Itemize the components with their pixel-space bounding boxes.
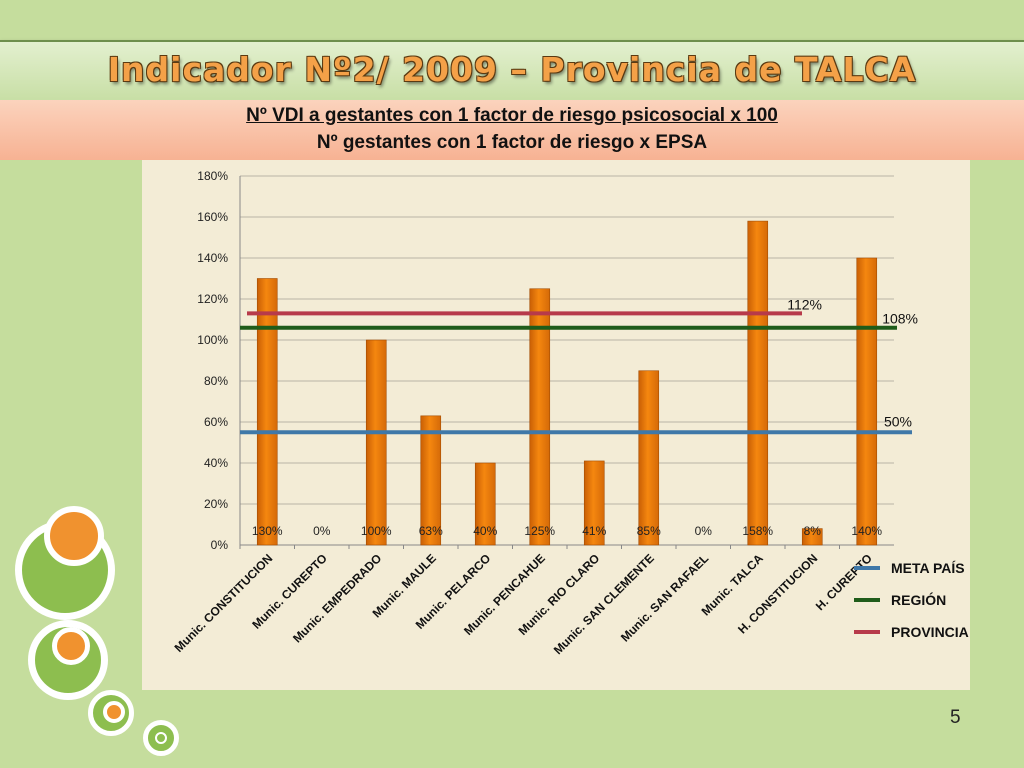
slide-title: Indicador Nº2/ 2009 – Provincia de TALCA — [107, 50, 917, 89]
bar — [638, 370, 660, 546]
y-tick-label: 160% — [197, 210, 228, 224]
y-tick-label: 0% — [211, 538, 229, 552]
reference-line-label: 112% — [787, 296, 822, 312]
value-label: 8% — [804, 524, 822, 538]
value-label: 0% — [313, 524, 331, 538]
y-tick-label: 120% — [197, 292, 228, 306]
bar — [856, 257, 878, 546]
value-label: 40% — [473, 524, 497, 538]
formula-box: Nº VDI a gestantes con 1 factor de riesg… — [0, 100, 1024, 160]
reference-line-label: 108% — [882, 311, 918, 327]
value-label: 41% — [582, 524, 606, 538]
page-number: 5 — [950, 707, 961, 728]
y-tick-label: 100% — [197, 333, 228, 347]
y-tick-label: 20% — [204, 497, 228, 511]
category-label: Munic. SAN CLEMENTE — [551, 551, 657, 657]
reference-line-label: 50% — [884, 413, 912, 429]
decor-circle-orange-top — [44, 506, 104, 566]
category-label: H. CUREPTO — [813, 551, 875, 613]
y-tick-label: 80% — [204, 374, 228, 388]
y-tick-label: 60% — [204, 415, 228, 429]
top-band — [0, 0, 1024, 41]
category-label: Munic. EMPEDRADO — [290, 551, 384, 645]
value-label: 140% — [851, 524, 882, 538]
bar-chart: 0% 20% 40% 60% 80% 100% 120% 140% 160% 180% 130% Mu… — [172, 169, 969, 657]
formula-numerator-text: Nº VDI a gestantes con 1 factor de riesg… — [246, 105, 778, 126]
value-label: 100% — [361, 524, 392, 538]
bar — [529, 288, 551, 546]
value-label: 85% — [637, 524, 661, 538]
chart-panel: 0% 20% 40% 60% 80% 100% 120% 140% 160% 180% 130% Mu… — [142, 160, 970, 690]
y-tick-label: 180% — [197, 169, 228, 183]
value-label: 130% — [252, 524, 283, 538]
bar — [420, 415, 442, 546]
bar — [365, 339, 387, 546]
y-tick-label: 140% — [197, 251, 228, 265]
decor-circle-tiny-center — [155, 732, 167, 744]
bar — [583, 460, 605, 546]
legend-label: REGIÓN — [891, 591, 946, 608]
bar — [801, 528, 823, 546]
bar — [747, 220, 769, 546]
bar — [474, 462, 496, 546]
formula-denominator: Nº gestantes con 1 factor de riesgo x EP… — [316, 132, 708, 153]
value-label: 63% — [419, 524, 443, 538]
decor-circle-orange-middle — [52, 627, 90, 665]
value-label: 125% — [524, 524, 555, 538]
legend-label: META PAÍS — [891, 560, 965, 576]
bar — [256, 278, 278, 546]
decor-circle-orange-small — [103, 701, 125, 723]
value-label: 0% — [695, 524, 713, 538]
y-tick-label: 40% — [204, 456, 228, 470]
title-bar: Indicador Nº2/ 2009 – Provincia de TALCA — [0, 40, 1024, 104]
value-label: 158% — [742, 524, 773, 538]
legend-label: PROVINCIA — [891, 624, 969, 640]
formula-numerator: Nº VDI a gestantes con 1 factor de riesg… — [0, 102, 1024, 129]
category-label: Munic. CONSTITUCION — [172, 551, 276, 655]
